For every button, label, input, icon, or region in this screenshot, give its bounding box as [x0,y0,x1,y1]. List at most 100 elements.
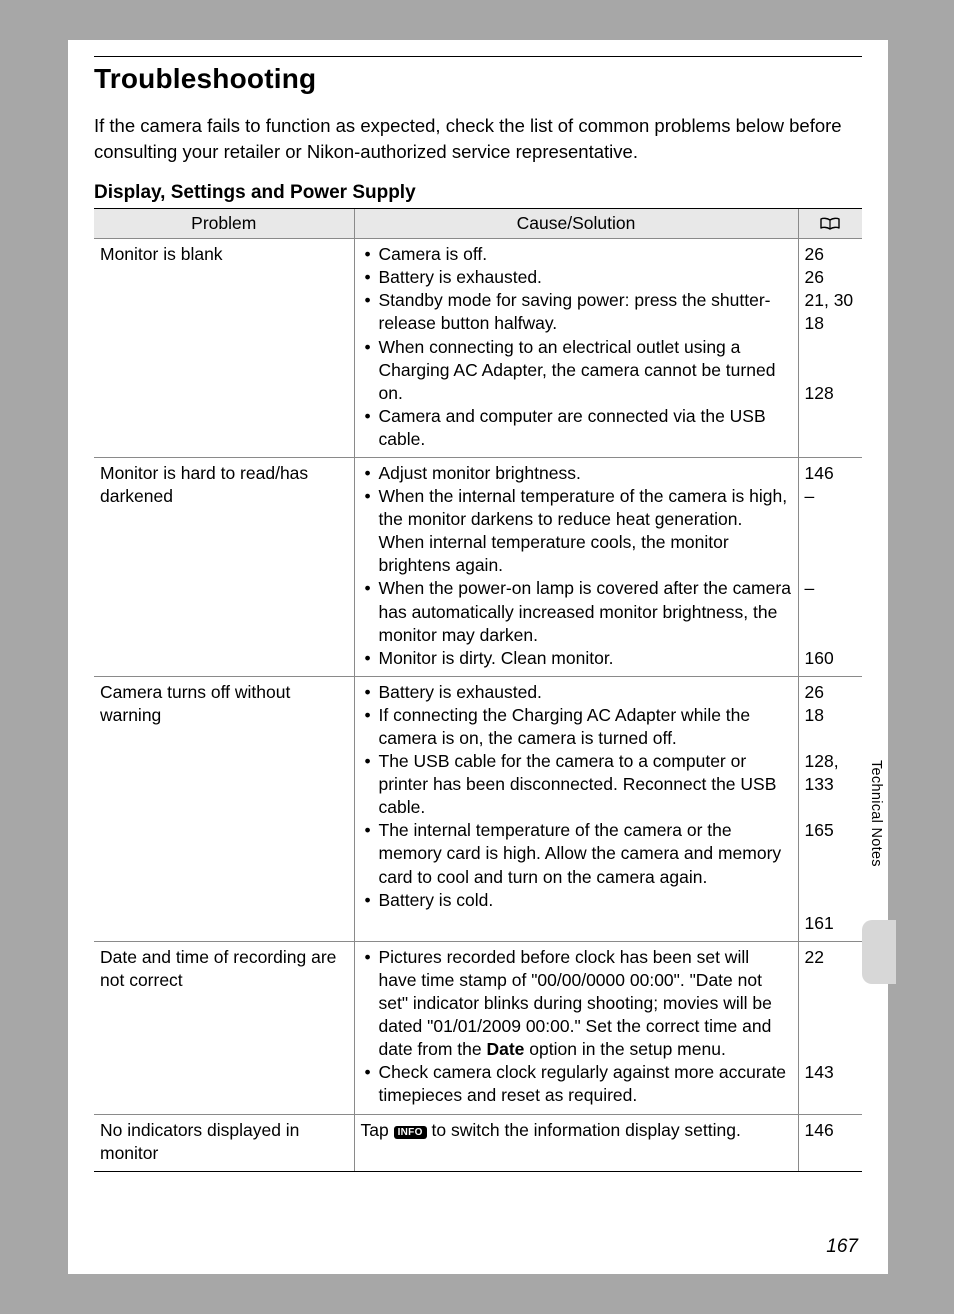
solution-text: Tap [361,1120,394,1140]
solution-item: When the power-on lamp is covered after … [379,577,792,646]
side-tab-label: Technical Notes [868,760,884,867]
reference-value: 143 [805,1061,857,1084]
reference-gap [805,889,857,912]
reference-gap [805,428,857,451]
solution-text: to switch the information display settin… [427,1120,741,1140]
intro-paragraph: If the camera fails to function as expec… [94,113,862,164]
info-badge-icon: INFO [394,1126,427,1139]
cell-reference: 262621, 3018 128 [798,239,862,458]
reference-list: 262621, 3018 128 [805,243,857,451]
solution-item: The internal temperature of the camera o… [379,819,792,888]
reference-value: 146 [805,1119,857,1142]
reference-value: – [805,577,857,600]
reference-gap [805,842,857,865]
page-title: Troubleshooting [94,63,862,95]
reference-gap [805,359,857,382]
reference-value: 21, 30 [805,289,857,312]
table-row: Date and time of recording are not corre… [94,941,862,1114]
reference-gap [805,405,857,428]
reference-value: – [805,485,857,508]
table-row: Camera turns off without warningBattery … [94,676,862,941]
solution-item: The USB cable for the camera to a comput… [379,750,792,819]
reference-list: 22 143 [805,946,857,1108]
page-canvas: Troubleshooting If the camera fails to f… [0,0,954,1314]
cell-solution: Battery is exhausted.If connecting the C… [354,676,798,941]
cell-problem: Monitor is hard to read/has darkened [94,457,354,676]
troubleshooting-table: Problem Cause/Solution Monitor i [94,208,862,1172]
solution-item: Battery is cold. [379,889,792,912]
solution-list: Pictures recorded before clock has been … [361,946,792,1108]
solution-list: Camera is off.Battery is exhausted.Stand… [361,243,792,451]
solution-list: Adjust monitor brightness.When the inter… [361,462,792,670]
solution-item: Monitor is dirty. Clean monitor. [379,647,792,670]
document-sheet: Troubleshooting If the camera fails to f… [68,40,888,1274]
solution-item: If connecting the Charging AC Adapter wh… [379,704,792,750]
solution-item: Battery is exhausted. [379,266,792,289]
reference-value: 26 [805,243,857,266]
col-header-solution: Cause/Solution [354,209,798,239]
thumb-index-tab [862,920,896,984]
reference-gap [805,554,857,577]
reference-value: 26 [805,266,857,289]
table-row: Monitor is blankCamera is off.Battery is… [94,239,862,458]
reference-gap [805,1015,857,1038]
reference-gap [805,969,857,992]
cell-solution: Tap INFO to switch the information displ… [354,1114,798,1171]
reference-value: 18 [805,704,857,727]
solution-item: Check camera clock regularly against mor… [379,1061,792,1107]
solution-item: Adjust monitor brightness. [379,462,792,485]
reference-list: 146 [805,1119,857,1142]
cell-solution: Pictures recorded before clock has been … [354,941,798,1114]
reference-gap [805,866,857,889]
reference-value: 18 [805,312,857,335]
reference-value: 160 [805,647,857,670]
solution-item: Camera is off. [379,243,792,266]
reference-value: 22 [805,946,857,969]
cell-reference: 146– – 160 [798,457,862,676]
reference-gap [805,336,857,359]
table-row: No indicators displayed in monitorTap IN… [94,1114,862,1171]
top-rule [94,56,862,57]
table-row: Monitor is hard to read/has darkenedAdju… [94,457,862,676]
reference-gap [805,796,857,819]
book-icon [805,217,857,231]
reference-gap [805,1084,857,1107]
reference-value: 165 [805,819,857,842]
cell-problem: No indicators displayed in monitor [94,1114,354,1171]
cell-reference: 146 [798,1114,862,1171]
reference-gap [805,727,857,750]
side-tab: Technical Notes [852,760,894,970]
reference-gap [805,531,857,554]
col-header-reference [798,209,862,239]
solution-item: Camera and computer are connected via th… [379,405,792,451]
reference-value: 128, 133 [805,750,857,796]
content-area: Troubleshooting If the camera fails to f… [68,40,888,1172]
solution-item: Pictures recorded before clock has been … [379,946,792,1061]
cell-problem: Monitor is blank [94,239,354,458]
section-heading: Display, Settings and Power Supply [94,182,862,204]
table-header-row: Problem Cause/Solution [94,209,862,239]
reference-value: 161 [805,912,857,935]
table-body: Monitor is blankCamera is off.Battery is… [94,239,862,1172]
col-header-problem: Problem [94,209,354,239]
cell-solution: Camera is off.Battery is exhausted.Stand… [354,239,798,458]
reference-gap [805,508,857,531]
page-number: 167 [826,1236,858,1258]
reference-gap [805,624,857,647]
reference-value: 128 [805,382,857,405]
cell-problem: Date and time of recording are not corre… [94,941,354,1114]
solution-item: When the internal temperature of the cam… [379,485,792,577]
reference-list: 2618 128, 133 165 161 [805,681,857,935]
cell-solution: Adjust monitor brightness.When the inter… [354,457,798,676]
solution-list: Battery is exhausted.If connecting the C… [361,681,792,912]
reference-value: 146 [805,462,857,485]
reference-gap [805,1038,857,1061]
solution-item: Battery is exhausted. [379,681,792,704]
reference-list: 146– – 160 [805,462,857,670]
reference-gap [805,601,857,624]
cell-problem: Camera turns off without warning [94,676,354,941]
reference-gap [805,992,857,1015]
reference-value: 26 [805,681,857,704]
solution-item: When connecting to an electrical outlet … [379,336,792,405]
solution-item: Standby mode for saving power: press the… [379,289,792,335]
